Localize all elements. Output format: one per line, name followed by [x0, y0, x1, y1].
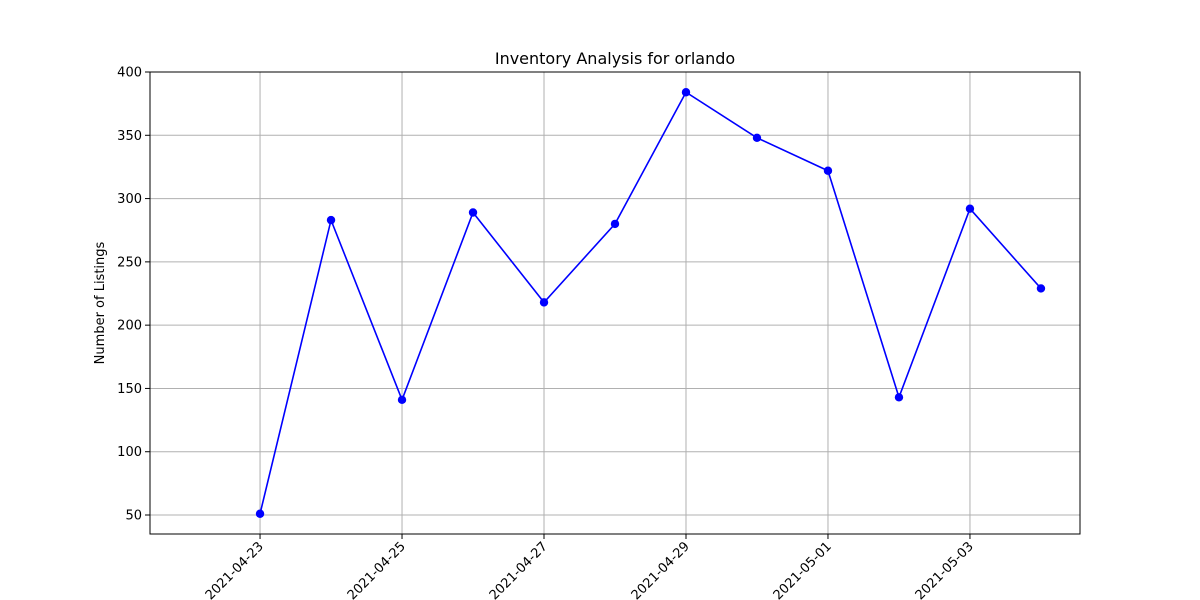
grid-lines — [150, 71, 1080, 534]
y-tick-label: 250 — [117, 255, 142, 270]
data-point — [397, 395, 407, 405]
x-tick-label: 2021-05-03 — [913, 539, 977, 600]
data-series — [255, 88, 1046, 518]
data-point — [894, 393, 904, 402]
y-axis-label: Number of Listings — [93, 241, 108, 364]
plot-area-frame — [149, 71, 1081, 535]
y-tick-label: 400 — [117, 66, 142, 81]
chart-title: Inventory Analysis for orlando — [495, 49, 735, 68]
x-tick-label: 2021-04-25 — [345, 539, 409, 600]
y-tick-label: 100 — [117, 445, 142, 460]
y-tick-label: 50 — [125, 509, 142, 524]
x-tick-label: 2021-05-01 — [771, 539, 835, 600]
data-point — [326, 215, 336, 225]
data-point — [965, 204, 975, 213]
x-tick-label: 2021-04-29 — [629, 539, 693, 600]
y-tick-label: 150 — [117, 382, 142, 397]
y-tick-label: 300 — [117, 192, 142, 207]
x-tick-label: 2021-04-27 — [487, 539, 551, 600]
data-point — [681, 88, 691, 97]
data-point — [1036, 284, 1046, 293]
data-point — [468, 208, 478, 217]
data-point — [610, 219, 620, 229]
data-point — [539, 298, 549, 307]
y-tick-label: 350 — [117, 129, 142, 144]
data-point — [823, 166, 833, 175]
x-tick-label: 2021-04-23 — [203, 539, 267, 600]
y-tick-label: 200 — [117, 319, 142, 334]
data-point — [752, 133, 762, 143]
data-point — [255, 509, 265, 518]
axis-ticks: 2021-04-23 2021-04-25 2021-04-27 2021-04-29… — [117, 66, 977, 600]
series-line — [259, 91, 1042, 514]
